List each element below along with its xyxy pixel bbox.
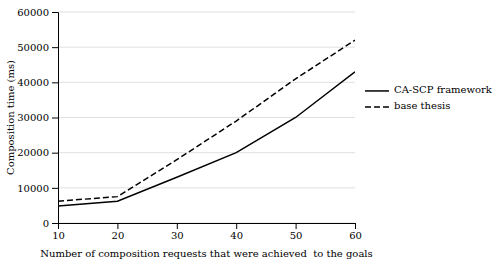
legend-item: base thesis	[365, 100, 450, 111]
y-axis: 0 10000 20000 30000 40000 50000 60000	[17, 7, 58, 229]
tick: 50	[290, 223, 303, 241]
axis-line	[59, 224, 356, 230]
tick: 60000	[17, 7, 58, 18]
lines	[58, 40, 355, 206]
tick-mark	[52, 153, 58, 154]
tick: 20	[112, 223, 125, 241]
tick-label: 0	[43, 218, 49, 229]
series-line	[58, 40, 355, 201]
grid-line	[58, 12, 355, 13]
tick: 40000	[17, 77, 58, 88]
series-line	[58, 72, 355, 206]
tick-label: 10000	[17, 183, 49, 194]
axis-line	[52, 13, 59, 224]
tick: 40	[230, 223, 243, 241]
tick-label: 40000	[17, 77, 49, 88]
tick-mark	[236, 223, 237, 229]
tick-label: 30000	[17, 112, 49, 123]
x-axis-title: Number of composition requests that were…	[40, 248, 372, 259]
tick-mark	[52, 118, 58, 119]
legend-swatch	[365, 90, 389, 92]
tick-label: 50000	[17, 42, 49, 53]
tick: 30000	[17, 112, 58, 123]
tick-label: 20000	[17, 147, 49, 158]
tick-mark	[296, 223, 297, 229]
plot: 10 20 30 40 50 60 0 10000 20000 30000 40000 50000 60…	[17, 7, 362, 241]
tick: 60	[349, 223, 362, 241]
tick: 10000	[17, 183, 58, 194]
grid-line	[58, 82, 355, 83]
tick-mark	[52, 188, 58, 189]
grid-line	[58, 187, 355, 188]
grid-line	[58, 117, 355, 118]
grid-line	[58, 152, 355, 153]
tick: 10	[52, 223, 65, 241]
legend-label: base thesis	[394, 100, 450, 111]
tick: 50000	[17, 42, 58, 53]
tick-label: 30	[171, 230, 184, 241]
tick-mark	[52, 223, 58, 224]
legend-label: CA-SCP framework	[394, 84, 493, 95]
tick-mark	[355, 223, 356, 229]
tick-label: 20	[112, 230, 125, 241]
grid	[58, 12, 355, 223]
tick-mark	[117, 223, 118, 229]
tick-mark	[52, 12, 58, 13]
legend-swatch	[365, 106, 389, 108]
legend: CA-SCP framework base thesis	[365, 84, 493, 111]
tick-mark	[177, 223, 178, 229]
chart: 10 20 30 40 50 60 0 10000 20000 30000 40000 50000 60…	[0, 0, 500, 263]
x-axis: 10 20 30 40 50 60	[52, 223, 362, 241]
grid-line	[58, 47, 355, 48]
tick-label: 50	[290, 230, 303, 241]
tick-label: 10	[52, 230, 65, 241]
tick: 20000	[17, 147, 58, 158]
legend-item: CA-SCP framework	[365, 84, 493, 95]
tick-label: 60000	[17, 7, 49, 18]
tick: 0	[43, 218, 58, 229]
tick-mark	[52, 82, 58, 83]
y-axis-title: Composition time (ms)	[5, 60, 16, 175]
tick-label: 60	[349, 230, 362, 241]
tick: 30	[171, 223, 184, 241]
tick-mark	[52, 47, 58, 48]
tick-label: 40	[230, 230, 243, 241]
